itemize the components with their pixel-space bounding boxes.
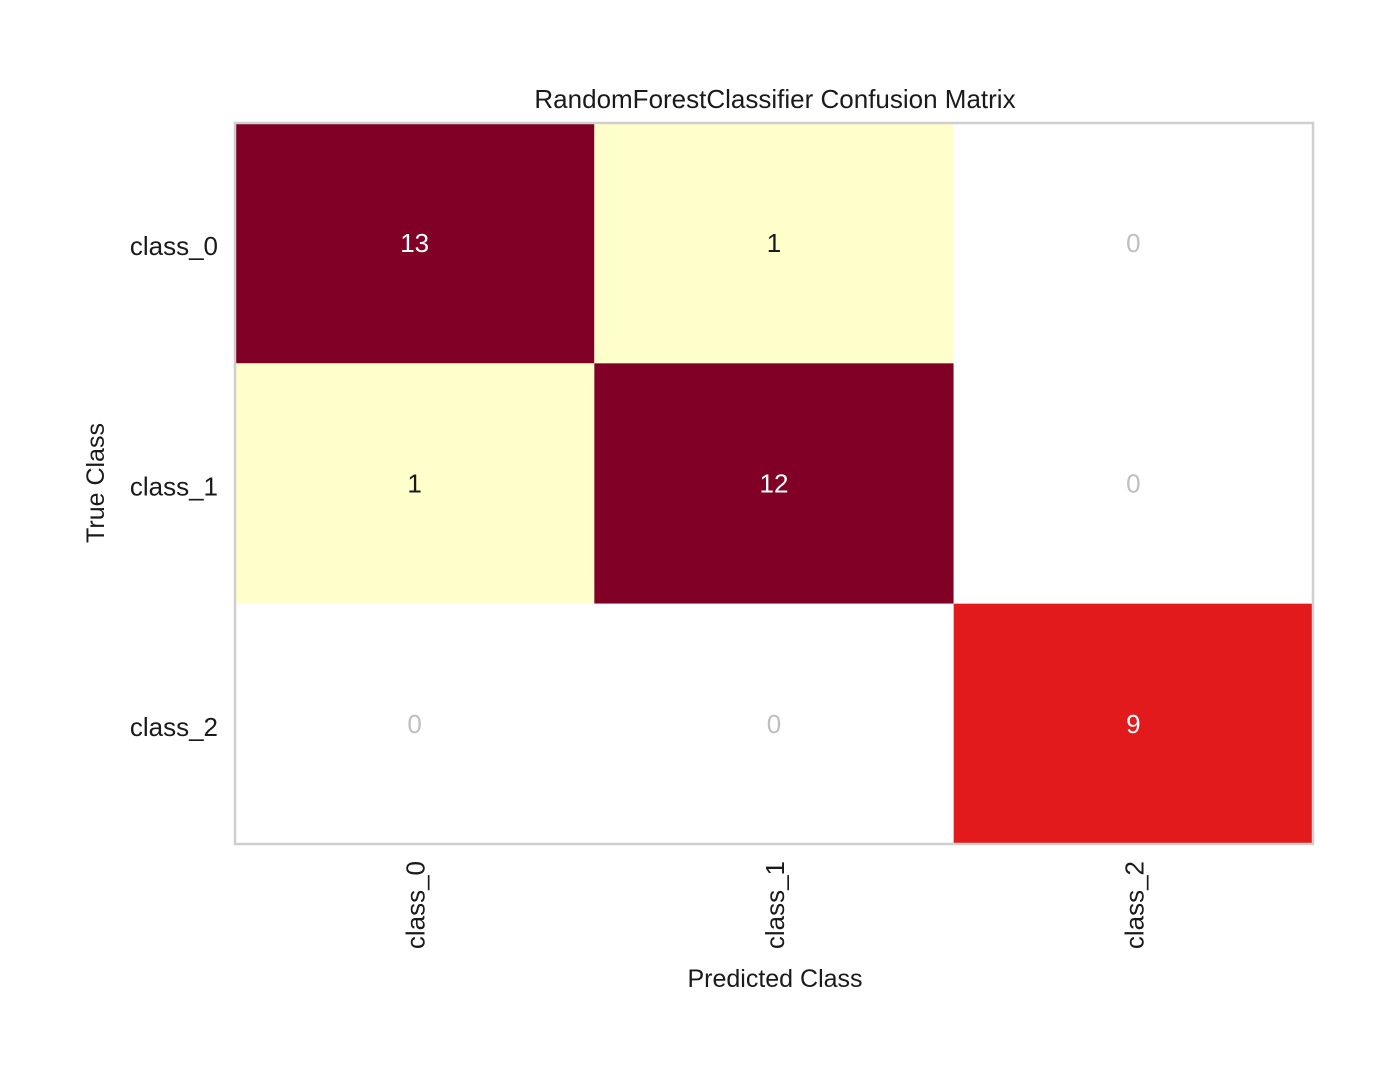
y-tick-label: class_1 xyxy=(130,472,218,502)
x-axis-tick-labels: class_0 class_1 class_2 xyxy=(401,861,1150,949)
heatmap-cell xyxy=(594,123,954,364)
cell-value-label: 0 xyxy=(1126,228,1140,258)
cell-value-label: 9 xyxy=(1126,709,1140,739)
heatmap-cells xyxy=(235,123,1313,844)
cell-value-label: 0 xyxy=(1126,469,1140,499)
heatmap-cell xyxy=(953,603,1313,844)
cell-value-label: 1 xyxy=(767,228,781,258)
cell-value-label: 12 xyxy=(760,469,789,499)
cell-value-label: 13 xyxy=(400,228,429,258)
y-tick-label: class_2 xyxy=(130,712,218,742)
heatmap-cell-labels: 13 1 0 1 12 0 0 0 9 xyxy=(400,228,1140,739)
heatmap-cell xyxy=(235,603,595,844)
cell-value-label: 0 xyxy=(407,709,421,739)
y-axis-label: True Class xyxy=(82,423,110,543)
heatmap-cell xyxy=(594,363,954,604)
heatmap-cell xyxy=(235,363,595,604)
heatmap-cell xyxy=(953,123,1313,364)
x-tick-label: class_2 xyxy=(1119,861,1149,949)
heatmap-cell xyxy=(953,363,1313,604)
cell-value-label: 1 xyxy=(407,469,421,499)
chart-title: RandomForestClassifier Confusion Matrix xyxy=(534,84,1015,114)
y-axis-tick-labels: class_0 class_1 class_2 xyxy=(130,231,218,742)
heatmap-cell xyxy=(594,603,954,844)
cell-value-label: 0 xyxy=(767,709,781,739)
x-tick-label: class_1 xyxy=(760,861,790,949)
plot-frame xyxy=(233,121,1315,846)
x-axis-label: Predicted Class xyxy=(687,965,862,993)
x-tick-label: class_0 xyxy=(401,861,431,949)
y-tick-label: class_0 xyxy=(130,231,218,261)
heatmap-cell xyxy=(235,123,595,364)
